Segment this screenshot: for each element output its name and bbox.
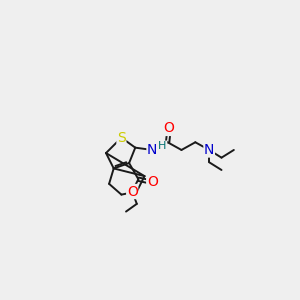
Text: O: O bbox=[127, 184, 138, 199]
Text: O: O bbox=[164, 122, 175, 135]
Text: S: S bbox=[117, 130, 126, 145]
Text: O: O bbox=[147, 175, 158, 189]
Text: N: N bbox=[147, 143, 158, 157]
Text: N: N bbox=[204, 143, 214, 157]
Text: H: H bbox=[158, 141, 167, 151]
